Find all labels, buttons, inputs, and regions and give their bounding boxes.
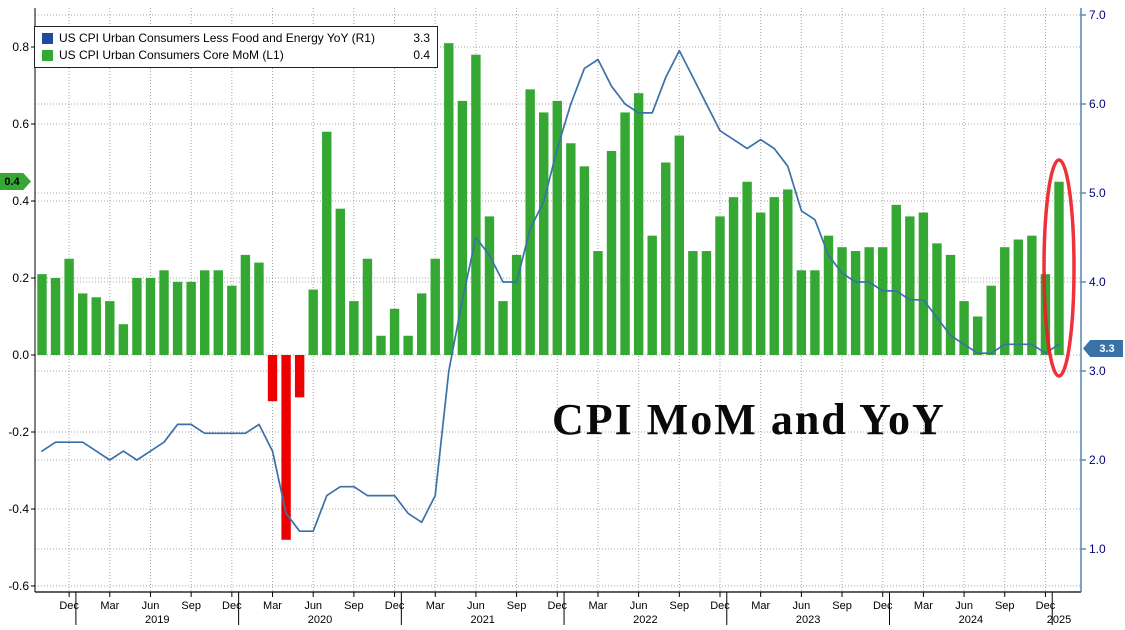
legend: US CPI Urban Consumers Less Food and Ene… — [34, 26, 438, 68]
svg-text:2022: 2022 — [633, 614, 657, 626]
svg-text:Dec: Dec — [710, 600, 730, 612]
svg-text:3.0: 3.0 — [1089, 364, 1106, 378]
svg-text:Mar: Mar — [426, 600, 445, 612]
svg-text:1.0: 1.0 — [1089, 542, 1106, 556]
svg-text:Dec: Dec — [59, 600, 79, 612]
left-axis-last-value-badge: 0.4 — [0, 173, 31, 190]
svg-text:Jun: Jun — [304, 600, 322, 612]
chart-annotation-title: CPI MoM and YoY — [552, 395, 946, 444]
right-axis-last-value-badge: 3.3 — [1083, 340, 1123, 357]
svg-text:2019: 2019 — [145, 614, 169, 626]
svg-text:Sep: Sep — [832, 600, 852, 612]
svg-text:Dec: Dec — [222, 600, 242, 612]
svg-text:Dec: Dec — [385, 600, 405, 612]
axes — [34, 8, 1082, 593]
svg-text:-0.2: -0.2 — [8, 425, 29, 439]
svg-text:Mar: Mar — [263, 600, 282, 612]
svg-text:Mar: Mar — [914, 600, 933, 612]
svg-text:5.0: 5.0 — [1089, 186, 1106, 200]
mom-series-swatch-icon — [42, 50, 53, 61]
svg-text:2025: 2025 — [1047, 614, 1071, 626]
svg-text:Sep: Sep — [670, 600, 690, 612]
svg-text:Dec: Dec — [1036, 600, 1056, 612]
svg-text:Sep: Sep — [507, 600, 527, 612]
yoy-series-swatch-icon — [42, 33, 53, 44]
svg-text:Dec: Dec — [547, 600, 567, 612]
svg-text:Jun: Jun — [630, 600, 648, 612]
svg-text:0.8: 0.8 — [12, 40, 29, 54]
legend-label-yoy: US CPI Urban Consumers Less Food and Ene… — [59, 31, 375, 45]
legend-label-mom: US CPI Urban Consumers Core MoM (L1) — [59, 48, 284, 62]
svg-text:2021: 2021 — [470, 614, 494, 626]
legend-item-yoy: US CPI Urban Consumers Less Food and Ene… — [42, 31, 430, 46]
highlight-ellipse — [1042, 158, 1076, 378]
legend-item-mom: US CPI Urban Consumers Core MoM (L1) 0.4 — [42, 48, 430, 63]
svg-text:4.0: 4.0 — [1089, 275, 1106, 289]
svg-text:Jun: Jun — [467, 600, 485, 612]
svg-text:Jun: Jun — [142, 600, 160, 612]
svg-text:2024: 2024 — [959, 614, 983, 626]
left-axis: 0.8 0.6 0.4 0.2 0.0 -0.2 -0.4 -0.6 — [8, 40, 35, 593]
right-axis: 7.0 6.0 5.0 4.0 3.0 2.0 1.0 — [1081, 8, 1106, 556]
svg-text:2023: 2023 — [796, 614, 820, 626]
svg-text:Mar: Mar — [751, 600, 770, 612]
svg-text:Sep: Sep — [344, 600, 364, 612]
svg-text:2020: 2020 — [308, 614, 332, 626]
legend-value-mom: 0.4 — [413, 48, 430, 62]
legend-value-yoy: 3.3 — [413, 31, 430, 45]
svg-text:Dec: Dec — [873, 600, 893, 612]
svg-text:Jun: Jun — [955, 600, 973, 612]
x-axis: Dec Mar Jun Sep Dec Mar Jun Sep Dec Mar Jun Sep Dec M… — [59, 592, 1071, 626]
svg-text:0.2: 0.2 — [12, 271, 29, 285]
svg-text:0.0: 0.0 — [12, 348, 29, 362]
svg-text:Jun: Jun — [792, 600, 810, 612]
yoy-line — [41, 49, 1060, 533]
svg-text:Mar: Mar — [100, 600, 119, 612]
svg-text:Sep: Sep — [181, 600, 201, 612]
svg-text:Sep: Sep — [995, 600, 1015, 612]
svg-text:0.4: 0.4 — [12, 194, 29, 208]
svg-text:0.6: 0.6 — [12, 117, 29, 131]
svg-text:7.0: 7.0 — [1089, 8, 1106, 22]
svg-text:2.0: 2.0 — [1089, 453, 1106, 467]
svg-text:-0.4: -0.4 — [8, 502, 29, 516]
svg-text:6.0: 6.0 — [1089, 97, 1106, 111]
svg-text:Mar: Mar — [588, 600, 607, 612]
svg-text:-0.6: -0.6 — [8, 579, 29, 593]
mom-bars — [37, 43, 1064, 540]
